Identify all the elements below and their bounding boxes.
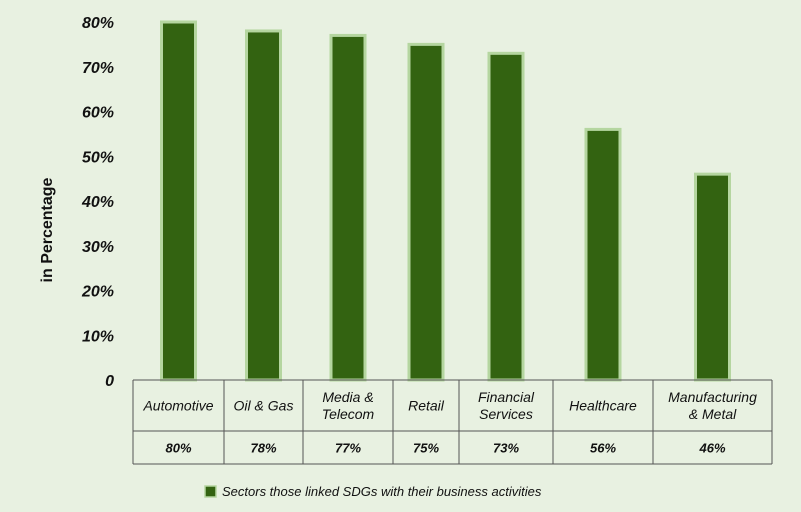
bars <box>160 20 731 382</box>
y-axis-label: in Percentage <box>39 177 56 282</box>
legend: Sectors those linked SDGs with their bus… <box>204 484 542 499</box>
value-label: 46% <box>698 441 725 456</box>
y-tick-label: 80% <box>82 15 114 32</box>
bar <box>245 29 282 382</box>
y-tick-label: 60% <box>82 105 114 122</box>
bar <box>584 127 622 382</box>
y-tick-label: 50% <box>82 149 114 166</box>
value-label: 80% <box>165 441 191 456</box>
category-label: Media & Telecom <box>322 389 375 422</box>
bar <box>487 51 525 382</box>
legend-swatch <box>204 485 217 498</box>
legend-label: Sectors those linked SDGs with their bus… <box>222 484 542 499</box>
y-tick-label: 20% <box>81 284 114 301</box>
bar <box>407 42 445 382</box>
category-label: Healthcare <box>569 398 637 414</box>
bar <box>694 172 731 382</box>
value-label: 75% <box>413 441 439 456</box>
y-tick-label: 10% <box>82 328 114 345</box>
category-label: Automotive <box>142 398 213 414</box>
data-table: Automotive 80% Oil & Gas 78% Media & Telecom 7… <box>132 379 773 465</box>
y-tick-label: 70% <box>82 60 114 77</box>
category-label: Oil & Gas <box>234 398 294 414</box>
value-label: 73% <box>493 441 519 456</box>
bar <box>160 20 197 382</box>
y-tick-label: 30% <box>82 239 114 256</box>
category-label: Manufacturing & Metal <box>668 389 757 422</box>
value-label: 77% <box>335 441 361 456</box>
category-label: Retail <box>408 398 445 414</box>
y-tick-label: 0 <box>105 373 114 390</box>
bar <box>329 33 367 382</box>
category-label: Financial Services <box>478 389 535 422</box>
value-label: 56% <box>590 441 616 456</box>
y-tick-label: 40% <box>81 194 114 211</box>
value-label: 78% <box>250 441 276 456</box>
y-axis-ticks: 0 10% 20% 30% 40% 50% 60% 70% 80% <box>81 15 114 390</box>
